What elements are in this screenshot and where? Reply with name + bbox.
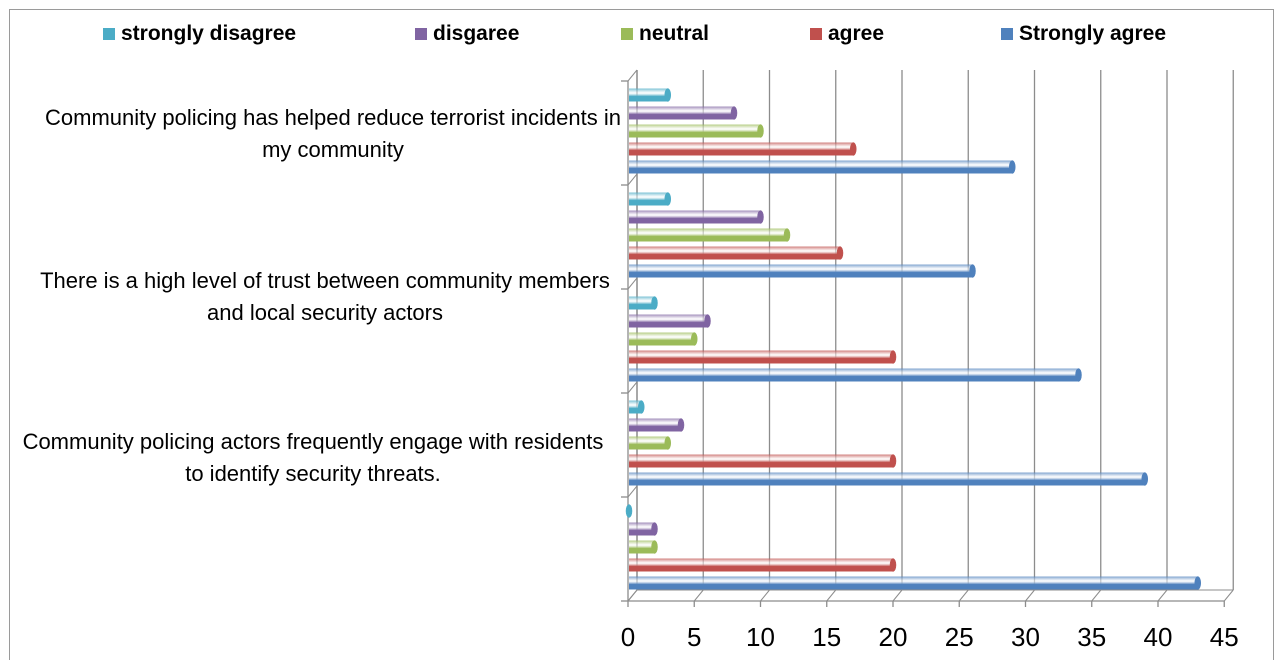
x-tick-label: 0: [621, 622, 635, 652]
bar-cap: [691, 332, 698, 346]
wall-divider: [627, 277, 638, 290]
bar: [629, 558, 894, 572]
category-label-reduce-terrorist: Community policing has helped reduce ter…: [45, 105, 621, 162]
bar: [629, 296, 655, 310]
bar: [629, 454, 894, 468]
floor-gridline: [892, 589, 903, 602]
x-tick-label: 35: [1077, 622, 1106, 652]
legend-swatch: [415, 28, 427, 40]
bar-cap: [1075, 368, 1082, 382]
bar: [629, 350, 894, 364]
bar: [629, 436, 668, 450]
floor-gridline: [760, 589, 770, 602]
bar-cap: [969, 264, 976, 278]
floor-gridline: [826, 589, 837, 602]
bar: [629, 314, 708, 328]
bar-cap: [757, 124, 764, 138]
legend-swatch: [103, 28, 115, 40]
bar: [629, 228, 788, 242]
bar-cap: [664, 88, 671, 102]
legend-item-neutral: neutral: [621, 22, 709, 46]
bar: [629, 264, 973, 278]
bar-cap: [730, 106, 738, 120]
bar: [629, 576, 1198, 590]
wall-divider: [627, 381, 638, 394]
bar-cap: [651, 296, 658, 310]
floor-gridline: [1157, 589, 1168, 602]
legend-label: Strongly agree: [1019, 22, 1167, 45]
bar-cap: [651, 522, 658, 536]
bar: [629, 88, 668, 102]
bar-cap: [889, 558, 897, 572]
bar: [629, 192, 668, 206]
x-tick-label: 10: [746, 622, 775, 652]
x-tick-label: 40: [1144, 622, 1173, 652]
bar-cap: [704, 314, 711, 328]
bar-cap: [1194, 576, 1201, 590]
bar-cap: [664, 436, 671, 450]
bar: [629, 368, 1079, 382]
bar: [629, 522, 655, 536]
floor-gridline: [1091, 589, 1102, 602]
floor-gridline: [693, 589, 704, 602]
bar: [629, 332, 695, 346]
floor-gridline: [958, 589, 969, 602]
bar-cap: [783, 228, 791, 242]
bar: [629, 418, 682, 432]
bar-cap: [664, 192, 671, 206]
bar: [629, 106, 735, 120]
legend: strongly disagree disgaree neutral agree…: [0, 22, 1285, 52]
bar: [629, 540, 655, 554]
legend-swatch: [1001, 28, 1013, 40]
legend-label: disgaree: [433, 22, 520, 45]
x-tick-label: 5: [687, 622, 701, 652]
bar-cap: [677, 418, 685, 432]
legend-label: agree: [828, 22, 885, 45]
bar-cap: [757, 210, 764, 224]
x-tick-label: 25: [945, 622, 974, 652]
legend-item-strongly-agree: Strongly agree: [1001, 22, 1166, 46]
wall-divider: [627, 173, 638, 186]
legend-item-agree: agree: [810, 22, 884, 46]
x-tick-label: 30: [1011, 622, 1040, 652]
bar: [629, 472, 1145, 486]
legend-label: strongly disagree: [121, 22, 297, 45]
legend-item-disagree: disgaree: [415, 22, 519, 46]
wall-divider: [627, 589, 638, 602]
category-label-trust: There is a high level of trust between c…: [40, 268, 610, 325]
bar-cap: [1141, 472, 1148, 486]
x-tick-label: 45: [1210, 622, 1239, 652]
bar: [629, 246, 841, 260]
bar-cap: [638, 400, 645, 414]
category-label-engage-residents: Community policing actors frequently eng…: [22, 429, 604, 486]
floor-gridline: [1025, 589, 1035, 602]
bar: [629, 210, 761, 224]
bar-cap: [889, 454, 897, 468]
bar-cap: [651, 540, 658, 554]
bar-cap: [836, 246, 844, 260]
bar-cap: [889, 350, 897, 364]
floor-gridline: [1223, 589, 1234, 602]
bar-cap: [850, 142, 857, 156]
bar-cap: [625, 504, 633, 518]
bar-cap: [1009, 160, 1016, 174]
x-tick-label: 15: [812, 622, 841, 652]
legend-swatch: [810, 28, 822, 40]
bar: [629, 124, 761, 138]
legend-item-strongly-disagree: strongly disagree: [103, 22, 296, 46]
wall-divider: [627, 485, 638, 498]
legend-label: neutral: [639, 22, 710, 45]
bar: [629, 160, 1013, 174]
wall-divider: [627, 69, 638, 82]
bar: [629, 142, 854, 156]
x-tick-label: 20: [879, 622, 908, 652]
legend-swatch: [621, 28, 633, 40]
